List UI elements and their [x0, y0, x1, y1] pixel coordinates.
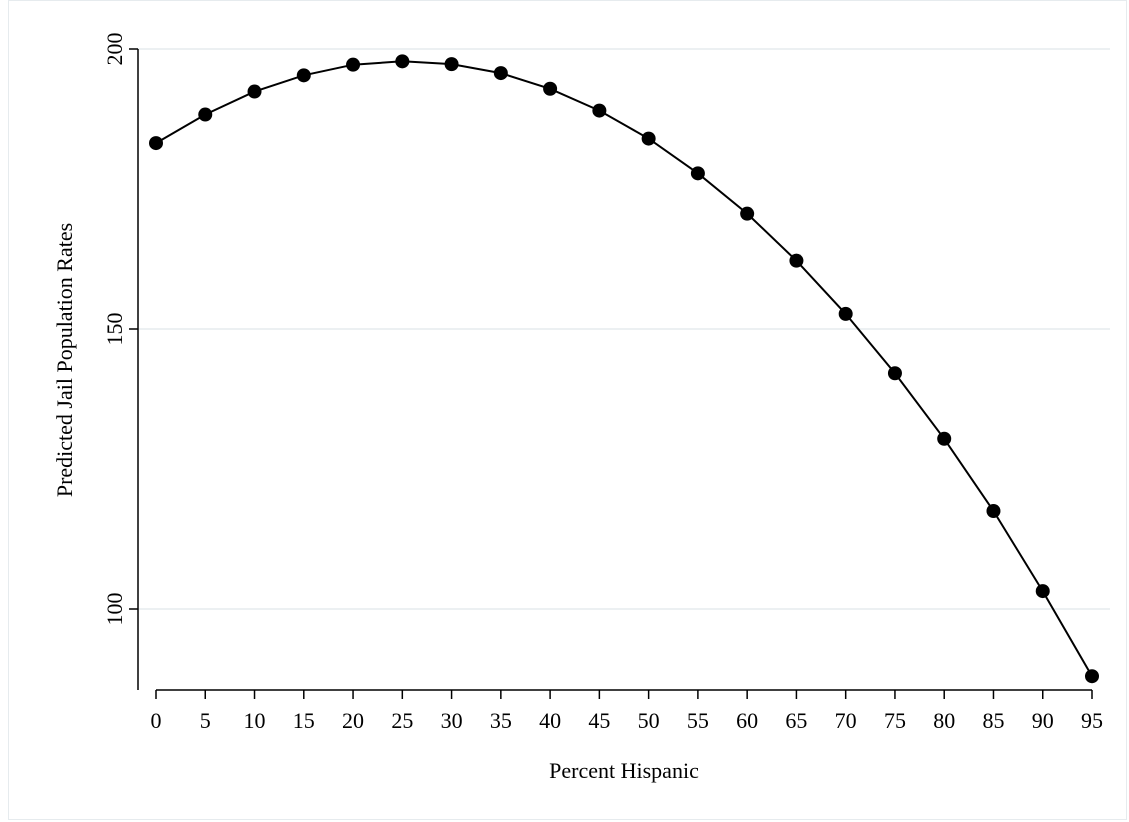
x-tick-label-55: 55 [687, 708, 709, 733]
data-point-50 [641, 131, 656, 146]
data-point-30 [444, 57, 459, 72]
x-tick-label-45: 45 [588, 708, 610, 733]
x-tick-label-65: 65 [785, 708, 807, 733]
x-tick-label-70: 70 [835, 708, 857, 733]
data-point-15 [296, 68, 311, 83]
series-points [149, 54, 1099, 684]
data-point-95 [1085, 669, 1099, 684]
x-tick-label-30: 30 [441, 708, 463, 733]
x-tick-label-5: 5 [200, 708, 211, 733]
data-point-0 [149, 136, 163, 151]
x-tick-label-95: 95 [1081, 708, 1103, 733]
x-tick-label-15: 15 [293, 708, 315, 733]
x-axis-label: Percent Hispanic [549, 758, 699, 783]
x-tick-label-35: 35 [490, 708, 512, 733]
data-point-80 [937, 431, 952, 446]
x-ticks: 0 5 10 15 20 25 30 35 40 45 50 55 60 65 70 75 80 85 90 95 [151, 690, 1103, 733]
data-point-55 [690, 166, 705, 181]
data-point-85 [986, 504, 1001, 518]
data-point-75 [887, 366, 902, 381]
y-tick-label-200: 200 [102, 33, 127, 66]
data-point-70 [838, 306, 853, 321]
data-point-20 [346, 57, 361, 72]
data-point-45 [592, 103, 607, 118]
y-tick-label-150: 150 [102, 313, 127, 346]
data-point-5 [198, 107, 213, 122]
x-tick-label-85: 85 [982, 708, 1004, 733]
x-tick-label-90: 90 [1032, 708, 1054, 733]
x-tick-label-80: 80 [933, 708, 955, 733]
x-tick-label-10: 10 [244, 708, 266, 733]
data-point-65 [789, 253, 804, 268]
y-ticks: 100 150 200 [102, 33, 138, 626]
x-tick-label-40: 40 [539, 708, 561, 733]
data-point-60 [740, 206, 755, 221]
y-axis-label: Predicted Jail Population Rates [52, 223, 77, 497]
data-point-35 [493, 66, 508, 81]
data-point-25 [395, 54, 410, 69]
data-point-10 [247, 84, 262, 99]
series-line [155, 60, 1093, 677]
x-tick-label-20: 20 [342, 708, 364, 733]
data-point-90 [1035, 584, 1050, 599]
x-tick-label-50: 50 [638, 708, 660, 733]
x-tick-label-60: 60 [736, 708, 758, 733]
y-tick-label-100: 100 [102, 593, 127, 626]
data-point-40 [543, 81, 558, 96]
chart-frame [8, 0, 1127, 820]
grid-lines [138, 48, 1110, 610]
x-tick-label-25: 25 [391, 708, 413, 733]
x-tick-label-0: 0 [151, 708, 162, 733]
x-tick-label-75: 75 [884, 708, 906, 733]
